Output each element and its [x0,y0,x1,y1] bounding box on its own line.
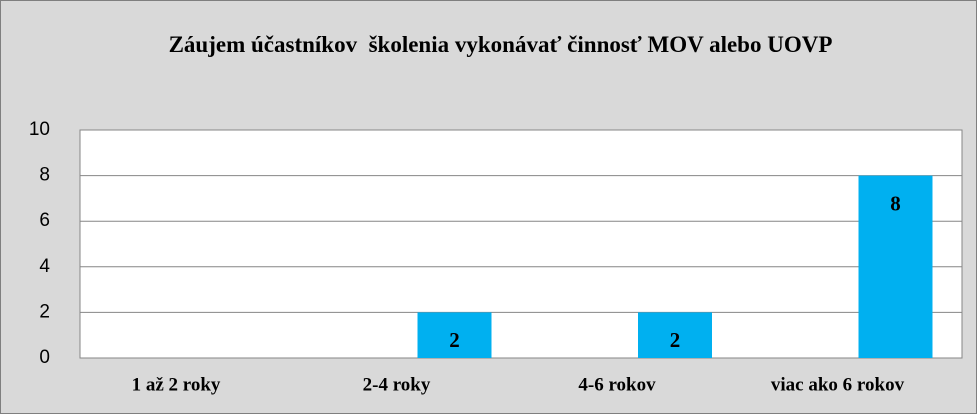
chart-title: Záujem účastníkov školenia vykonávať čin… [168,32,833,57]
bar [417,312,492,358]
y-tick-label: 8 [39,165,50,186]
x-tick-label: 1 až 2 roky [132,374,221,395]
y-tick-label: 10 [29,119,50,140]
x-tick-label: 2-4 roky [363,374,431,395]
x-tick-label: 4-6 rokov [578,374,656,395]
y-tick-label: 4 [39,256,50,277]
bar [858,175,933,358]
plot-area [79,129,963,359]
data-label: 2 [449,328,460,352]
data-label: 2 [670,328,681,352]
y-tick-label: 2 [39,301,50,322]
y-tick-label: 6 [39,210,50,231]
bar [638,312,712,358]
data-label: 8 [890,191,901,215]
x-tick-label: viac ako 6 rokov [771,374,905,395]
y-tick-label: 0 [39,347,50,368]
